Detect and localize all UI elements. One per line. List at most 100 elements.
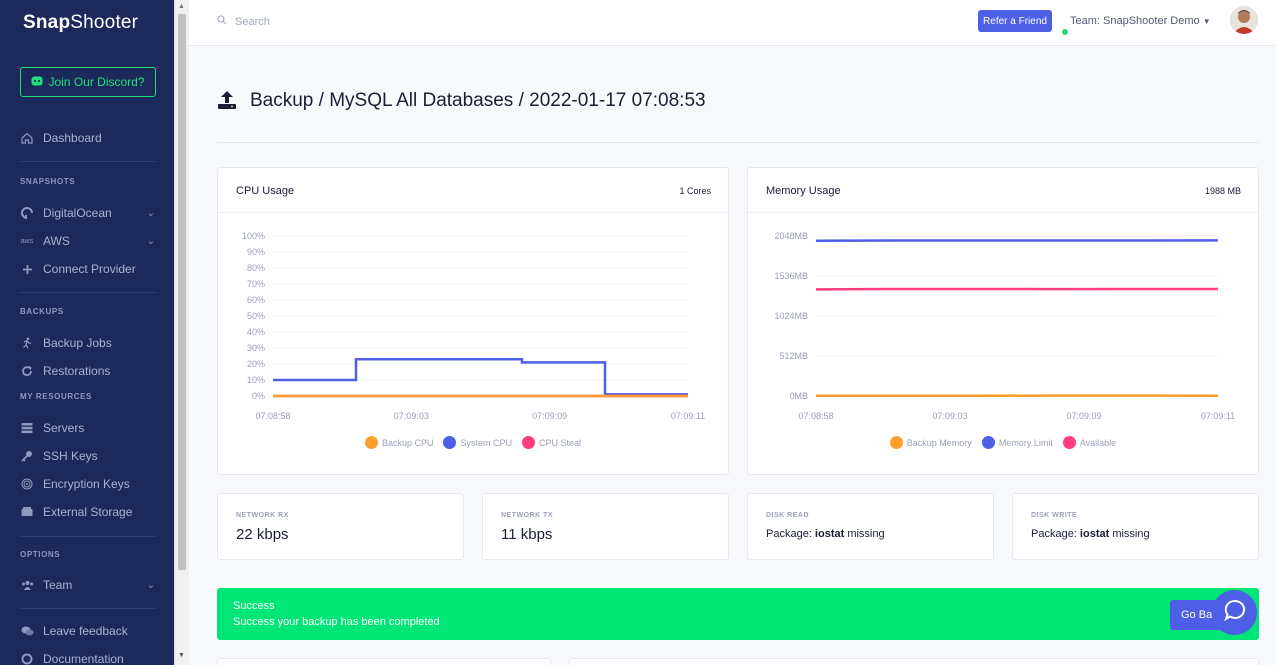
disk-write-value: Package: iostat missing [1031,528,1150,540]
y-tick-label: 512MB [779,351,808,361]
x-tick-label: 07:09:09 [1066,411,1101,421]
stat-label: NETWORK TX [501,512,554,519]
y-tick-label: 50% [247,311,265,321]
card-header: Memory Usage 1988 MB [748,168,1258,213]
card-header: CPU Usage 1 Cores [218,168,728,213]
divider [20,608,156,609]
section-options: OPTIONS [20,550,61,559]
search-box[interactable]: Search [217,15,270,28]
sidebar-item-servers[interactable]: Servers [20,418,160,438]
upload-icon [217,90,237,115]
section-snapshots: SNAPSHOTS [20,177,76,186]
discord-icon [31,75,43,89]
memory-legend: Backup Memory Memory Limit Available [748,436,1258,449]
sidebar-item-team[interactable]: Team ⌄ [20,575,160,595]
page-title: Backup / MySQL All Databases / 2022-01-1… [250,90,706,111]
y-tick-label: 60% [247,295,265,305]
avatar[interactable] [1230,6,1258,34]
chevron-down-icon: ⌄ [146,235,155,247]
legend-cpu-steal[interactable]: CPU Steal [522,436,581,449]
key-icon [20,449,34,463]
x-tick-label: 07:09:09 [532,411,567,421]
y-tick-label: 10% [247,375,265,385]
network-rx-card: NETWORK RX 22 kbps [217,493,464,560]
disk-read-card: DISK READ Package: iostat missing [747,493,994,560]
sidebar-item-dashboard[interactable]: Dashboard [20,128,160,148]
redo-icon [20,364,34,378]
x-tick-label: 07:09:03 [932,411,967,421]
legend-system-cpu[interactable]: System CPU [443,436,512,449]
refer-friend-button[interactable]: Refer a Friend [978,10,1052,32]
legend-dot [364,436,378,449]
success-title: Success [233,600,275,612]
legend-backup-cpu[interactable]: Backup CPU [364,436,433,449]
hard-drive-icon [20,505,34,519]
y-tick-label: 1024MB [774,311,808,321]
network-tx-value: 11 kbps [501,526,553,543]
memory-total: 1988 MB [1204,186,1241,196]
y-tick-label: 30% [247,343,265,353]
caret-down-icon: ▼ [1202,17,1211,26]
y-tick-label: 0% [252,391,265,401]
divider [20,292,156,293]
stat-label: DISK READ [766,512,810,519]
legend-backup-memory[interactable]: Backup Memory [889,436,972,449]
divider [20,161,156,162]
x-tick-label: 07:08:58 [798,411,833,421]
join-discord-button[interactable]: Join Our Discord? [20,67,156,97]
sidebar-item-external-storage[interactable]: External Storage [20,502,160,522]
online-status-dot [1061,28,1069,36]
legend-available[interactable]: Available [1062,436,1116,449]
disk-read-value: Package: iostat missing [766,528,885,540]
y-tick-label: 2048MB [774,231,808,241]
snapshooter-logo[interactable]: SnapShooter [23,12,139,33]
help-chat-button[interactable] [1212,590,1257,635]
sidebar-item-restorations[interactable]: Restorations [20,361,160,381]
home-icon [20,131,34,145]
divider [20,536,156,537]
legend-dot [889,436,903,449]
team-switcher[interactable]: Team: SnapShooter Demo ▼ [1070,15,1211,27]
sidebar-item-digitalocean[interactable]: DigitalOcean ⌄ [20,203,160,223]
series-line-system-cpu [273,357,688,396]
search-input[interactable]: Search [235,15,270,28]
stat-label: NETWORK RX [236,512,289,519]
x-tick-label: 07:09:11 [671,411,705,421]
divider [217,142,1259,143]
sidebar-item-encryption-keys[interactable]: Encryption Keys [20,474,160,494]
users-icon [20,578,34,592]
y-tick-label: 1536MB [774,271,808,281]
digitalocean-icon [20,206,34,220]
bottom-card [569,658,1259,665]
sidebar: SnapShooter Join Our Discord? Dashboard … [0,0,174,665]
memory-usage-chart: 2048MB 1536MB 1024MB 512MB 0MB 07:08:58 07:09:… [774,231,1235,421]
y-tick-label: 80% [247,263,265,273]
bottom-card [217,658,551,665]
top-bar: Search Refer a Friend Team: SnapShooter … [189,0,1276,46]
disk-write-card: DISK WRITE Package: iostat missing [1012,493,1259,560]
sidebar-item-documentation[interactable]: Documentation [20,649,160,665]
sidebar-item-aws[interactable]: aws AWS ⌄ [20,234,155,248]
sidebar-item-backup-jobs[interactable]: Backup Jobs [20,333,160,353]
comments-icon [20,624,34,638]
legend-dot [1062,436,1076,449]
y-tick-label: 20% [247,359,265,369]
legend-dot [443,436,457,449]
sidebar-item-leave-feedback[interactable]: Leave feedback [20,621,160,641]
chevron-down-icon: ⌄ [146,207,155,219]
life-ring-icon [20,652,34,665]
card-title: CPU Usage [236,185,295,197]
legend-memory-limit[interactable]: Memory Limit [981,436,1053,449]
success-message: Success your backup has been completed [233,616,440,628]
cpu-usage-chart: 100% 90% 80% 70% 60% 50% 40% 30% 20% 10% 0% 07:08:5… [242,231,705,421]
sidebar-item-connect-provider[interactable]: Connect Provider [20,259,160,279]
page-scrollbar[interactable]: ▲ ▼ [174,0,189,665]
plus-icon [20,262,34,276]
sidebar-item-ssh-keys[interactable]: SSH Keys [20,446,160,466]
scroll-up-arrow-icon[interactable]: ▲ [178,3,185,10]
legend-dot [981,436,995,449]
running-icon [20,336,34,350]
legend-dot [522,436,535,449]
scroll-down-arrow-icon[interactable]: ▼ [178,652,185,659]
scrollbar-thumb[interactable] [178,14,186,570]
